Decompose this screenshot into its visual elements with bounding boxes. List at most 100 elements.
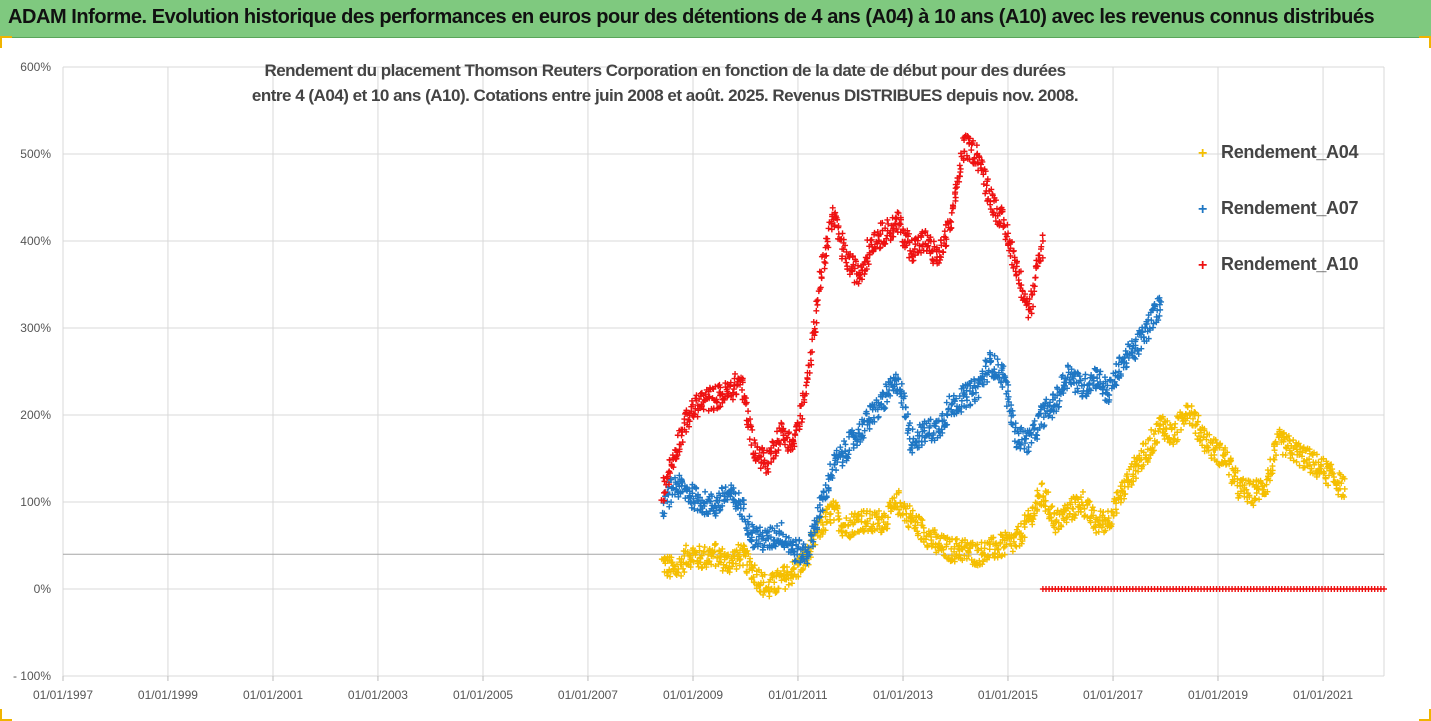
- data-point: [667, 573, 674, 580]
- data-point: [845, 455, 852, 462]
- data-point: [1056, 403, 1063, 410]
- data-point: [819, 531, 826, 538]
- data-point: [727, 379, 734, 386]
- data-point: [782, 585, 789, 592]
- data-point: [680, 565, 687, 572]
- data-point: [781, 441, 788, 448]
- data-point: [746, 513, 753, 520]
- data-point: [760, 591, 767, 598]
- y-tick-label: 0%: [34, 582, 52, 596]
- data-point: [1246, 494, 1253, 501]
- data-point: [749, 426, 756, 433]
- legend-marker-a07: +: [1198, 201, 1208, 218]
- data-point: [939, 429, 946, 436]
- data-point: [1156, 312, 1163, 319]
- data-point: [1018, 424, 1025, 431]
- data-point: [761, 457, 768, 464]
- data-point: [878, 514, 885, 521]
- data-point: [832, 209, 839, 216]
- data-point: [756, 524, 763, 531]
- data-point: [1025, 448, 1032, 455]
- data-point: [1060, 508, 1067, 515]
- data-point: [819, 521, 826, 528]
- data-point: [1048, 514, 1055, 521]
- data-point: [1250, 502, 1257, 509]
- data-point: [1266, 477, 1273, 484]
- data-point: [1068, 366, 1075, 373]
- data-point: [784, 569, 791, 576]
- data-point: [1125, 483, 1132, 490]
- data-point: [1059, 511, 1066, 518]
- data-point: [1112, 381, 1119, 388]
- data-point: [808, 361, 815, 368]
- data-point: [1130, 471, 1137, 478]
- data-point: [752, 450, 759, 457]
- data-point: [764, 465, 771, 472]
- data-point: [779, 531, 786, 538]
- data-point: [887, 229, 894, 236]
- data-point: [791, 431, 798, 438]
- data-point: [947, 217, 954, 224]
- data-point: [1052, 529, 1059, 536]
- data-point: [1043, 396, 1050, 403]
- series-rendement_a10: [658, 132, 1387, 592]
- data-point: [700, 549, 707, 556]
- data-point: [885, 514, 892, 521]
- data-point: [948, 219, 955, 226]
- data-point: [1184, 415, 1191, 422]
- data-point: [831, 222, 838, 229]
- data-point: [1148, 317, 1155, 324]
- data-point: [854, 262, 861, 269]
- chart-title-line-2: entre 4 (A04) et 10 ans (A10). Cotations…: [251, 86, 1079, 105]
- data-point: [790, 548, 797, 555]
- data-point: [661, 510, 668, 517]
- data-point: [998, 553, 1005, 560]
- data-point: [697, 559, 704, 566]
- chart-title-line-1: Rendement du placement Thomson Reuters C…: [264, 61, 1066, 80]
- data-point: [737, 556, 744, 563]
- data-point: [822, 527, 829, 534]
- series-rendement_a04: [658, 402, 1348, 600]
- data-point: [746, 436, 753, 443]
- data-point: [681, 552, 688, 559]
- data-point: [1157, 306, 1164, 313]
- data-point: [902, 414, 909, 421]
- data-point: [790, 566, 797, 573]
- data-point: [1109, 508, 1116, 515]
- y-tick-label: 400%: [20, 234, 51, 248]
- data-point: [833, 467, 840, 474]
- data-point: [1004, 221, 1011, 228]
- data-point: [1005, 230, 1012, 237]
- data-point: [943, 541, 950, 548]
- data-point: [666, 456, 673, 463]
- data-point: [814, 526, 821, 533]
- data-point: [957, 150, 964, 157]
- data-point: [1325, 482, 1332, 489]
- data-point: [726, 383, 733, 390]
- data-point: [1094, 367, 1101, 374]
- data-point: [1008, 402, 1015, 409]
- data-point: [924, 232, 931, 239]
- data-point: [1145, 455, 1152, 462]
- data-point: [1013, 543, 1020, 550]
- data-point: [1036, 424, 1043, 431]
- legend-item-a04: + Rendement_A04: [1198, 142, 1358, 198]
- data-point: [744, 531, 751, 538]
- data-point: [1276, 431, 1283, 438]
- data-point: [855, 517, 862, 524]
- data-point: [689, 490, 696, 497]
- y-tick-label: 100%: [20, 495, 51, 509]
- data-point: [760, 449, 767, 456]
- data-point: [664, 572, 671, 579]
- data-point: [887, 502, 894, 509]
- data-point: [956, 178, 963, 185]
- data-point: [1211, 451, 1218, 458]
- data-point: [1296, 462, 1303, 469]
- data-point: [1113, 510, 1120, 517]
- data-point: [1140, 461, 1147, 468]
- data-point: [813, 307, 820, 314]
- data-point: [669, 484, 676, 491]
- data-point: [839, 459, 846, 466]
- data-point: [742, 395, 749, 402]
- data-point: [864, 520, 871, 527]
